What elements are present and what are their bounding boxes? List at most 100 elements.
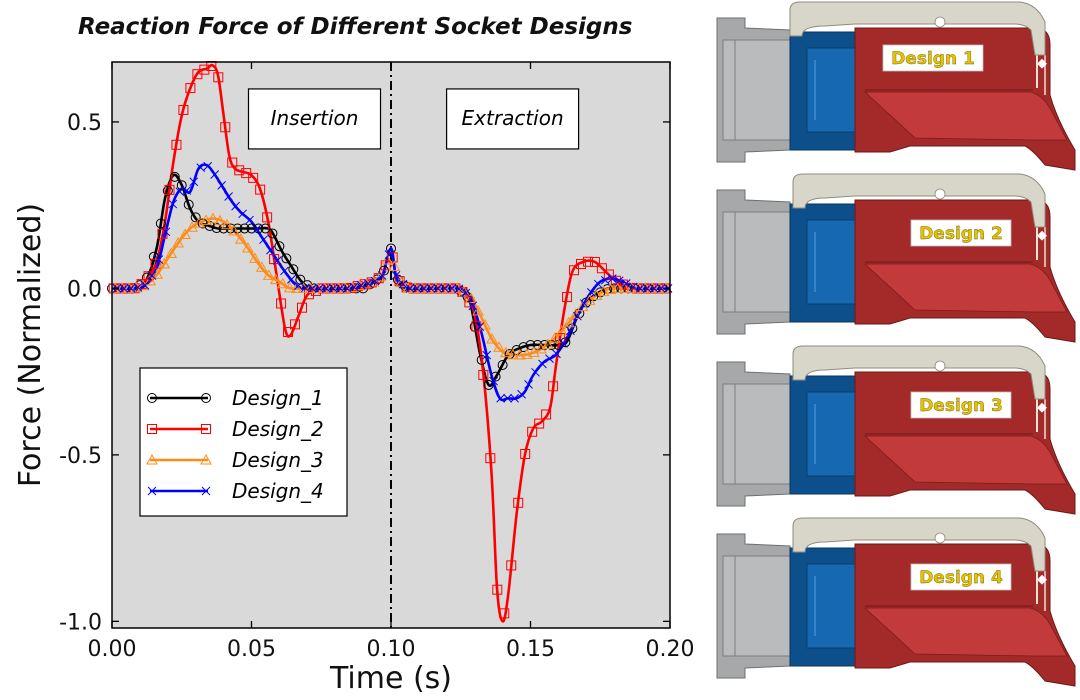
marker-design-4 xyxy=(468,301,478,311)
marker-design-4 xyxy=(266,245,275,255)
marker-design-2 xyxy=(248,172,259,183)
marker-design-3 xyxy=(472,305,484,316)
marker-design-4 xyxy=(593,279,603,289)
reaction-force-chart: Insertion Extraction 0.00 0.05 0.10 0.15 0.20… xyxy=(13,60,695,696)
marker-design-3 xyxy=(360,277,373,289)
annotation-insertion: Insertion xyxy=(247,88,382,150)
marker-design-3 xyxy=(618,282,631,293)
socket-designs-panel: Design 1 Design 2 Design 3 Design 4 xyxy=(716,1,1076,687)
design-illustration-2: Design 2 xyxy=(716,173,1076,343)
marker-design-4 xyxy=(307,284,317,293)
marker-design-3 xyxy=(486,332,498,344)
marker-design-3 xyxy=(541,338,554,350)
marker-design-1 xyxy=(274,241,285,252)
marker-design-2 xyxy=(471,321,482,332)
x-tick-label: 0.05 xyxy=(227,637,276,662)
x-tick-label: 0.15 xyxy=(506,637,555,662)
marker-design-4 xyxy=(538,359,547,369)
marker-design-4 xyxy=(300,283,310,293)
marker-design-1 xyxy=(197,218,208,229)
design-label-box xyxy=(910,563,1012,591)
marker-design-3 xyxy=(493,341,505,352)
marker-design-3 xyxy=(283,281,296,293)
marker-design-3 xyxy=(507,348,519,360)
marker-design-4 xyxy=(154,255,164,264)
marker-design-4 xyxy=(628,282,638,292)
marker-design-4 xyxy=(321,284,331,293)
marker-design-2 xyxy=(534,418,545,429)
marker-design-3 xyxy=(214,214,226,226)
marker-design-1 xyxy=(190,212,201,223)
marker-design-4 xyxy=(140,280,150,290)
legend-marker xyxy=(147,424,157,434)
marker-design-1 xyxy=(546,340,557,350)
series-markers xyxy=(107,60,673,619)
marker-design-2 xyxy=(234,165,245,176)
marker-design-2 xyxy=(303,289,314,300)
marker-design-4 xyxy=(252,224,261,234)
marker-design-4 xyxy=(656,284,666,293)
marker-design-4 xyxy=(433,284,443,293)
legend-entry-design-2: Design_2 xyxy=(147,417,324,441)
marker-design-4 xyxy=(510,393,519,403)
marker-design-4 xyxy=(217,181,227,190)
marker-design-4 xyxy=(482,350,492,360)
legend-label: Design_1 xyxy=(232,386,324,410)
marker-design-3 xyxy=(500,346,512,358)
legend-marker xyxy=(201,393,211,403)
marker-design-4 xyxy=(245,215,254,225)
marker-design-2 xyxy=(610,275,621,286)
markers-design-4 xyxy=(112,161,673,403)
marker-design-1 xyxy=(497,359,508,370)
marker-design-2 xyxy=(213,72,224,83)
marker-design-4 xyxy=(447,284,457,293)
marker-design-3 xyxy=(269,273,282,285)
marker-design-4 xyxy=(182,186,192,195)
marker-design-1 xyxy=(155,218,166,229)
marker-design-3 xyxy=(576,300,589,312)
marker-design-3 xyxy=(172,237,184,248)
x-tick-label: 0.00 xyxy=(88,637,137,662)
marker-design-2 xyxy=(582,256,593,267)
design-label-box xyxy=(910,219,1012,247)
marker-design-4 xyxy=(586,288,596,297)
marker-design-1 xyxy=(281,253,292,264)
marker-design-1 xyxy=(379,265,390,276)
marker-design-3 xyxy=(548,332,561,343)
y-tick-label: 0.5 xyxy=(67,111,102,136)
y-axis: -1.0 -0.5 0.0 0.5 xyxy=(59,111,670,635)
design-label: Design 2 xyxy=(919,224,1003,244)
marker-design-4 xyxy=(475,322,485,332)
x-axis-label: Time (s) xyxy=(329,661,452,696)
marker-design-2 xyxy=(513,497,524,508)
marker-design-3 xyxy=(388,260,401,271)
marker-design-4 xyxy=(440,284,450,293)
marker-design-1 xyxy=(183,199,194,210)
marker-design-3 xyxy=(179,228,191,239)
legend-label: Design_4 xyxy=(232,479,324,503)
design-illustration-1: Design 1 xyxy=(716,1,1076,171)
marker-design-1 xyxy=(260,223,271,234)
marker-design-4 xyxy=(524,380,533,389)
x-tick-label: 0.20 xyxy=(646,637,695,662)
marker-design-3 xyxy=(158,257,171,269)
marker-design-1 xyxy=(162,185,173,196)
marker-design-4 xyxy=(328,284,338,293)
marker-design-3 xyxy=(604,283,617,294)
marker-design-2 xyxy=(569,265,580,276)
marker-design-4 xyxy=(356,280,366,290)
marker-design-3 xyxy=(130,281,143,293)
marker-design-4 xyxy=(314,284,324,293)
marker-design-4 xyxy=(503,393,512,403)
marker-design-3 xyxy=(235,233,247,244)
marker-design-2 xyxy=(492,584,503,595)
marker-design-2 xyxy=(575,259,586,270)
marker-design-4 xyxy=(224,192,233,201)
marker-design-3 xyxy=(465,292,477,304)
marker-design-4 xyxy=(203,161,213,171)
marker-design-3 xyxy=(353,279,366,291)
marker-design-1 xyxy=(267,228,278,239)
marker-design-3 xyxy=(597,285,610,297)
marker-design-4 xyxy=(349,282,359,292)
marker-design-2 xyxy=(520,448,531,459)
